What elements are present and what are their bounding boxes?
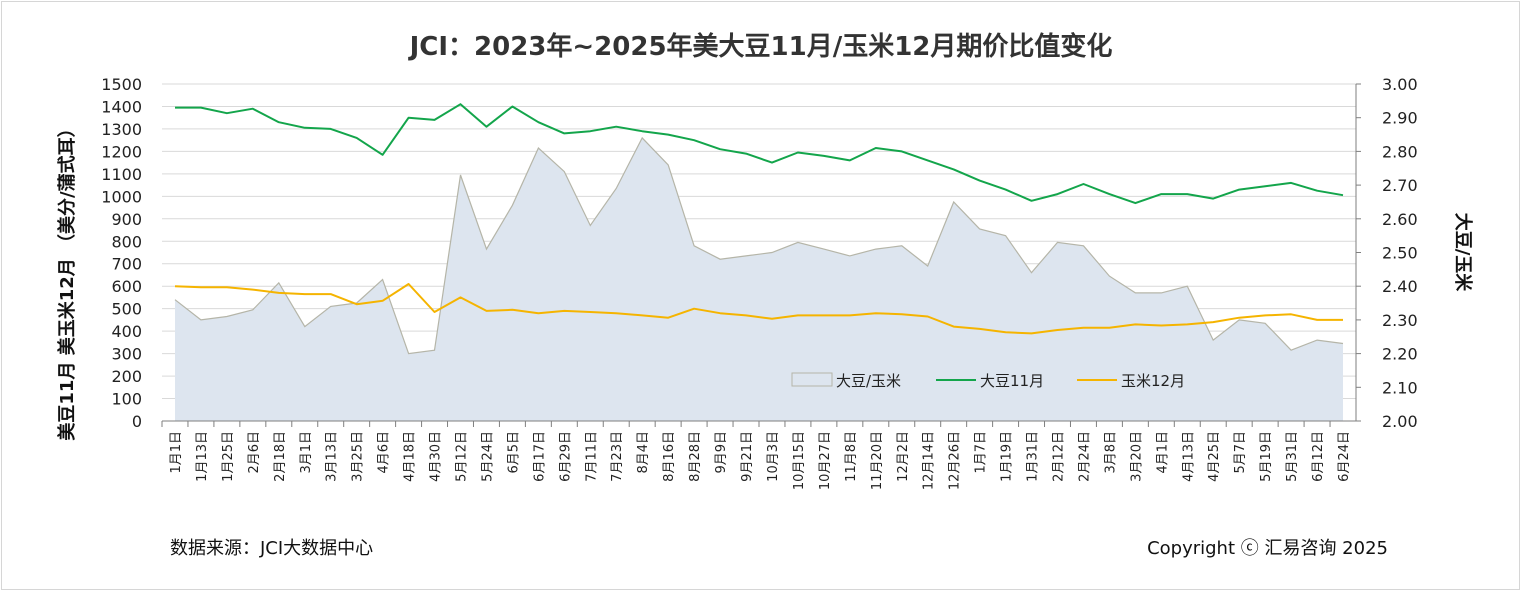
- ratio-area-edge: [174, 136, 1344, 355]
- left-tick-label: 700: [111, 255, 142, 274]
- x-tick-label: 6月5日: [506, 431, 521, 474]
- x-tick-label: 2月24日: [1077, 431, 1092, 482]
- x-tick-label: 1月25日: [221, 431, 236, 482]
- chart-title: JCI：2023年~2025年美大豆11月/玉米12月期价比值变化: [408, 31, 1113, 62]
- right-tick-label: 2.20: [1382, 345, 1418, 364]
- x-tick-label: 9月9日: [714, 431, 729, 474]
- legend-label: 大豆11月: [980, 372, 1044, 390]
- x-tick-label: 8月28日: [688, 431, 703, 482]
- x-tick-label: 3月1日: [299, 431, 314, 474]
- right-tick-label: 2.80: [1382, 142, 1418, 161]
- x-tick-label: 5月31日: [1285, 431, 1300, 482]
- soybean-nov-line: [175, 103, 1344, 205]
- x-tick-label: 7月11日: [584, 431, 599, 482]
- x-tick-label: 11月8日: [844, 431, 859, 482]
- left-tick-label: 200: [111, 367, 142, 386]
- right-tick-label: 2.30: [1382, 311, 1418, 330]
- x-tick-label: 4月13日: [1181, 431, 1196, 482]
- right-tick-label: 2.50: [1382, 244, 1418, 263]
- area-series: [174, 136, 1344, 421]
- x-tick-label: 5月19日: [1259, 431, 1274, 482]
- left-tick-label: 1500: [101, 75, 142, 94]
- x-tick-label: 12月14日: [922, 431, 937, 490]
- x-tick-label: 3月20日: [1129, 431, 1144, 482]
- right-tick-label: 2.00: [1382, 412, 1418, 431]
- right-axis-ticks: 2.00 2.10 2.20 2.30 2.40 2.50 2.60 2.70 2.80 2.90…: [1356, 75, 1418, 431]
- left-tick-label: 1000: [101, 187, 142, 206]
- left-tick-label: 400: [111, 322, 142, 341]
- x-tick-label: 6月24日: [1337, 431, 1352, 482]
- x-tick-label: 4月25日: [1207, 431, 1222, 482]
- left-tick-label: 1100: [101, 165, 142, 184]
- x-tick-label: 4月6日: [377, 431, 392, 474]
- x-tick-label: 10月3日: [766, 431, 781, 482]
- x-tick-label: 1月13日: [195, 431, 210, 482]
- left-tick-label: 800: [111, 232, 142, 251]
- right-tick-label: 2.60: [1382, 210, 1418, 229]
- x-tick-label: 3月13日: [325, 431, 340, 482]
- right-tick-label: 2.40: [1382, 277, 1418, 296]
- right-axis-label: 大豆/玉米: [1452, 213, 1474, 293]
- x-tick-label: 5月12日: [455, 431, 470, 482]
- x-tick-label: 4月18日: [403, 431, 418, 482]
- x-axis-ticks: 1月1日 1月13日 1月25日 2月6日 2月18日 3月1日 3月13日 3月25日 4月6…: [161, 421, 1352, 490]
- left-tick-label: 1200: [101, 142, 142, 161]
- right-tick-label: 2.10: [1382, 378, 1418, 397]
- x-tick-label: 4月30日: [429, 431, 444, 482]
- x-tick-label: 1月19日: [1000, 431, 1015, 482]
- legend-label: 大豆/玉米: [836, 372, 901, 390]
- x-tick-label: 2月12日: [1052, 431, 1067, 482]
- x-tick-label: 10月15日: [792, 431, 807, 490]
- x-tick-label: 9月21日: [740, 431, 755, 482]
- x-tick-label: 6月29日: [558, 431, 573, 482]
- right-tick-label: 2.70: [1382, 176, 1418, 195]
- left-tick-label: 500: [111, 300, 142, 319]
- x-tick-label: 1月1日: [169, 431, 184, 474]
- x-tick-label: 12月2日: [896, 431, 911, 482]
- legend-label: 玉米12月: [1121, 372, 1185, 390]
- left-tick-label: 900: [111, 210, 142, 229]
- left-tick-label: 1400: [101, 97, 142, 116]
- x-tick-label: 5月7日: [1233, 431, 1248, 474]
- x-tick-label: 3月8日: [1103, 431, 1118, 474]
- left-axis-label: 美豆11月 美玉米12月 （美分/蒲式耳）: [56, 119, 78, 440]
- left-tick-label: 100: [111, 390, 142, 409]
- x-tick-label: 5月24日: [480, 431, 495, 482]
- x-tick-label: 2月6日: [247, 431, 262, 474]
- line-series: [174, 103, 1344, 335]
- legend: 大豆/玉米 大豆11月 玉米12月: [791, 372, 1185, 390]
- x-tick-label: 6月17日: [532, 431, 547, 482]
- x-tick-label: 3月25日: [351, 431, 366, 482]
- source-note: 数据来源：JCI大数据中心: [170, 538, 373, 559]
- x-tick-label: 12月26日: [948, 431, 963, 490]
- copyright-note: Copyright ⓒ 汇易咨询 2025: [1147, 538, 1388, 559]
- left-tick-label: 0: [132, 412, 142, 431]
- x-tick-label: 2月18日: [273, 431, 288, 482]
- left-axis-ticks: 0 100 200 300 400 500 600 700 800 900 1000 1100 1200…: [101, 75, 142, 431]
- x-tick-label: 6月12日: [1311, 431, 1326, 482]
- right-tick-label: 3.00: [1382, 75, 1418, 94]
- left-tick-label: 300: [111, 345, 142, 364]
- left-tick-label: 1300: [101, 120, 142, 139]
- x-tick-label: 7月23日: [610, 431, 625, 482]
- ratio-area: [175, 137, 1343, 421]
- legend-swatch-ratio: [791, 372, 833, 387]
- x-tick-label: 10月27日: [818, 431, 833, 490]
- x-tick-label: 11月20日: [870, 431, 885, 490]
- x-tick-label: 8月4日: [636, 431, 651, 474]
- x-tick-label: 4月1日: [1155, 431, 1170, 474]
- corn-dec-line: [174, 283, 1343, 335]
- x-tick-label: 1月31日: [1026, 431, 1041, 482]
- x-tick-label: 1月7日: [974, 431, 989, 474]
- right-tick-label: 2.90: [1382, 109, 1418, 128]
- x-tick-label: 8月16日: [662, 431, 677, 482]
- left-tick-label: 600: [111, 277, 142, 296]
